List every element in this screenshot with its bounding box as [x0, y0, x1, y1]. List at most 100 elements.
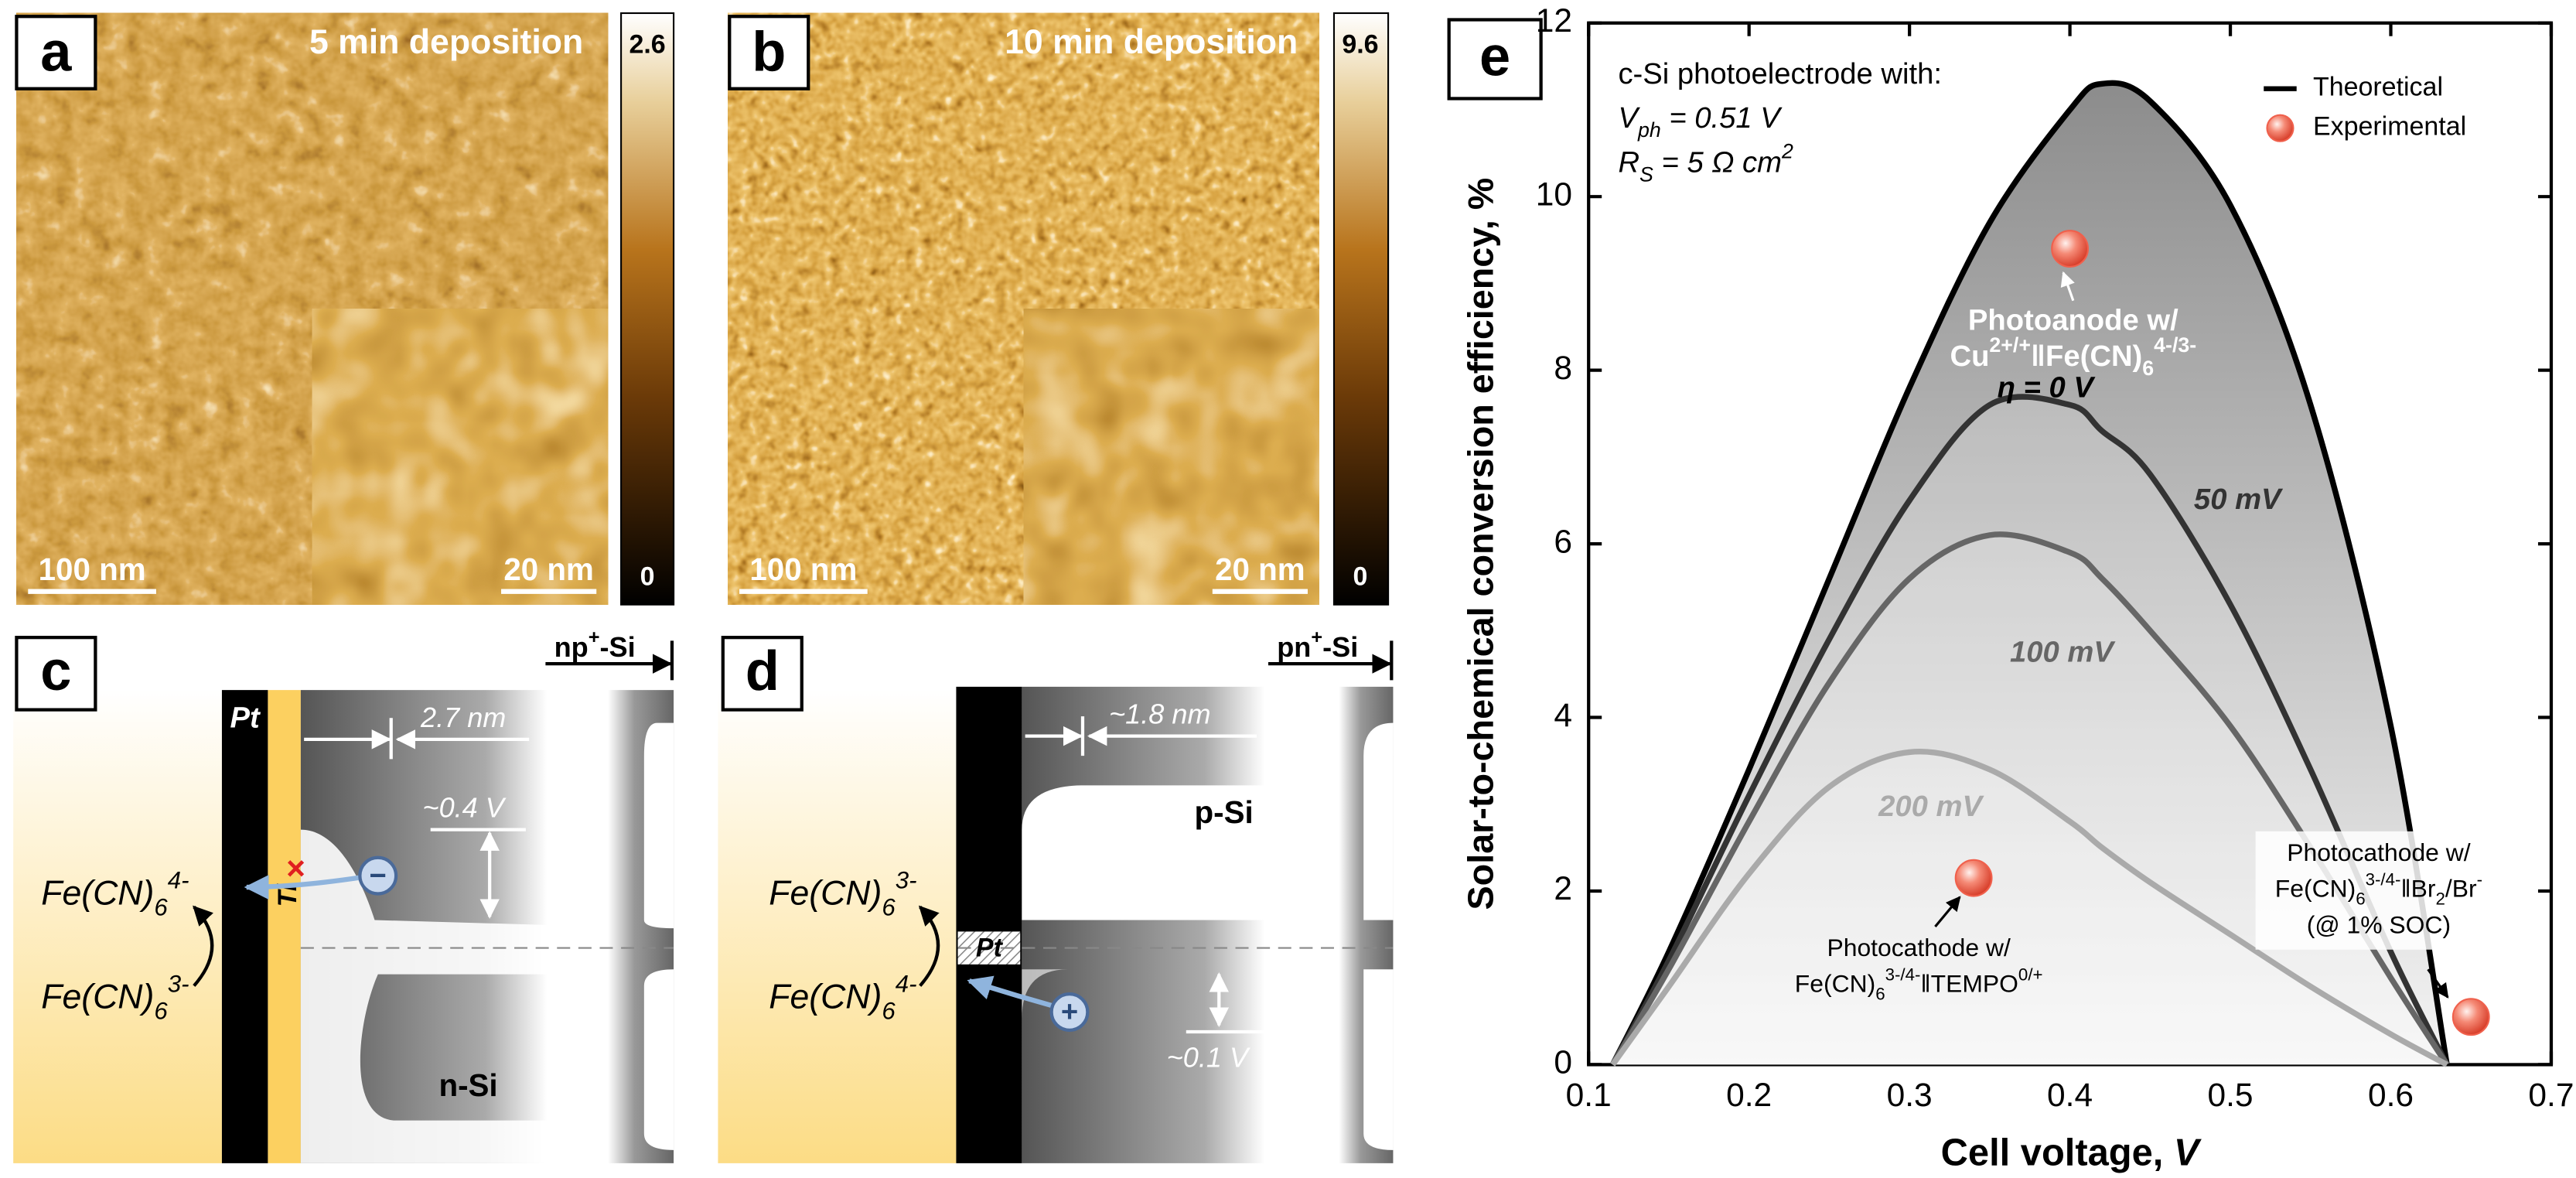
- x-tick-label: 0.6: [2368, 1077, 2414, 1114]
- panel-label-box: [728, 15, 810, 90]
- colorbar-min: 0: [1353, 562, 1368, 592]
- text-part: 6: [154, 893, 168, 920]
- text-part: 6: [882, 997, 896, 1024]
- panel-label-box: [1447, 18, 1543, 101]
- text-part: Cell voltage,: [1941, 1132, 2174, 1173]
- hole-path: [967, 975, 1053, 1009]
- substrate-label: np+-Si: [554, 627, 636, 663]
- text-part: ‖Fe(CN): [2031, 340, 2142, 373]
- afm-inset: [1022, 307, 1321, 606]
- text-part: 3-/4-: [1885, 965, 1921, 985]
- text-part: Fe(CN): [769, 978, 882, 1016]
- text-part: Fe(CN): [769, 874, 882, 912]
- panel-label-box: [721, 636, 804, 712]
- text-part: 4-/3-: [2154, 333, 2196, 357]
- band: [1022, 785, 1265, 920]
- x-tick-label: 0.1: [1566, 1077, 1612, 1114]
- text-part: +: [589, 627, 600, 648]
- y-tick-label: 0: [1554, 1045, 1572, 1081]
- text-part: = 5 Ω cm: [1653, 146, 1782, 179]
- point-label: Cu2+/+‖Fe(CN)64-/3-: [1950, 333, 2196, 380]
- annotation: Vph = 0.51 V: [1618, 101, 1783, 142]
- charge-label: +: [1061, 995, 1078, 1029]
- area: [1612, 751, 2448, 1065]
- metal-label: Pt: [976, 934, 1004, 963]
- series-label: η = 0 V: [1998, 371, 2097, 405]
- electrolyte: [718, 690, 957, 1163]
- colorbar-max: 2.6: [629, 29, 665, 59]
- text-part: Fe(CN): [41, 978, 154, 1016]
- substrate-label: pn+-Si: [1277, 627, 1358, 663]
- text-part: Fe(CN): [1795, 970, 1875, 998]
- upper-species: Fe(CN)63-: [769, 866, 916, 920]
- panel-label: c: [40, 640, 71, 702]
- text-part: 2: [2435, 889, 2445, 909]
- point-label: Photocathode w/: [1827, 934, 2010, 961]
- label-box: [2255, 831, 2503, 950]
- panel-label: a: [40, 21, 72, 83]
- y-tick-label: 10: [1536, 176, 1572, 213]
- substrate-band: [1363, 722, 1394, 1150]
- metal-label: Pt: [230, 701, 261, 734]
- pt-layer: [956, 686, 1022, 1163]
- x-tick-label: 0.4: [2047, 1077, 2093, 1114]
- area: [1612, 397, 2448, 1065]
- electrolyte: [13, 690, 222, 1163]
- text-part: 6: [2142, 357, 2154, 380]
- text-part: /Br: [2445, 875, 2477, 903]
- text-part: np: [554, 631, 589, 663]
- band: [300, 829, 548, 1163]
- semiconductor-label: p-Si: [1195, 794, 1254, 830]
- text-part: 6: [1875, 985, 1885, 1004]
- text-part: 3-: [168, 970, 189, 997]
- text-part: V: [2174, 1132, 2202, 1173]
- inset-scalebar-label: 20 nm: [503, 551, 594, 587]
- barrier-label: ~0.4 V: [422, 792, 506, 824]
- series-label: 200 mV: [1878, 790, 1984, 823]
- panel-label-box: [15, 15, 97, 90]
- colorbar: [620, 12, 675, 606]
- ti-layer: [268, 690, 301, 1163]
- experimental-point: [2451, 998, 2490, 1036]
- inset-scalebar-label: 20 nm: [1215, 551, 1305, 587]
- text-part: -: [2477, 870, 2482, 889]
- x-axis-label: Cell voltage, V: [1941, 1132, 2202, 1173]
- series-label: 50 mV: [2194, 483, 2284, 516]
- panel-a: 2.6 0 a 5 min deposition 100 nm 20 nm: [15, 12, 675, 606]
- y-axis-label: Solar-to-chemical conversion efficiency,…: [1461, 178, 1501, 910]
- panel-c: c Pt Ti np+-Si 2.7 nm ~0.4 V Fe(CN)64- F…: [13, 627, 674, 1163]
- semiconductor: [1022, 686, 1265, 1163]
- x-tick-label: 0.3: [1887, 1077, 1933, 1114]
- text-part: ‖Br: [2400, 875, 2435, 903]
- afm-inset: [311, 307, 609, 606]
- text-part: Cu: [1950, 340, 1989, 373]
- pt-layer: [221, 690, 268, 1163]
- text-part: 2: [1781, 139, 1793, 162]
- pointer-arrow: [1934, 896, 1961, 928]
- x-tick-label: 0.7: [2528, 1077, 2574, 1114]
- text-part: 6: [2356, 889, 2365, 909]
- pointer-arrow: [2060, 271, 2075, 302]
- barrier-label: ~0.1 V: [1167, 1042, 1250, 1074]
- legend-label: Experimental: [2313, 112, 2466, 142]
- charge-circle: [1049, 992, 1090, 1032]
- chart: e 0.1 0.2 0.3 0.4 0.5 0.6 0.7 0 2 4 6 8 10 12 Cell vol…: [1447, 3, 2574, 1173]
- point-label: Photoanode w/: [1968, 303, 2179, 336]
- charge-circle: [358, 855, 398, 896]
- point-label: Fe(CN)63-/4-‖TEMPO0/+: [1795, 965, 2043, 1004]
- text-part: +: [1311, 627, 1322, 648]
- point-label: Photocathode w/: [2287, 838, 2470, 866]
- band-edge: [1022, 969, 1068, 1019]
- blocked-mark: ×: [286, 851, 305, 887]
- text-part: 3-: [896, 866, 917, 893]
- lower-species: Fe(CN)64-: [769, 970, 916, 1024]
- y-tick-label: 6: [1554, 524, 1572, 560]
- text-part: V: [1618, 101, 1640, 135]
- line: [1610, 394, 2450, 1067]
- text-part: 4-: [896, 970, 917, 997]
- panel-title: 10 min deposition: [1005, 23, 1298, 61]
- panel-d: d Pt pn+-Si ~1.8 nm p-Si ~0.1 V Fe(CN)63…: [718, 627, 1394, 1163]
- text-part: R: [1618, 146, 1639, 179]
